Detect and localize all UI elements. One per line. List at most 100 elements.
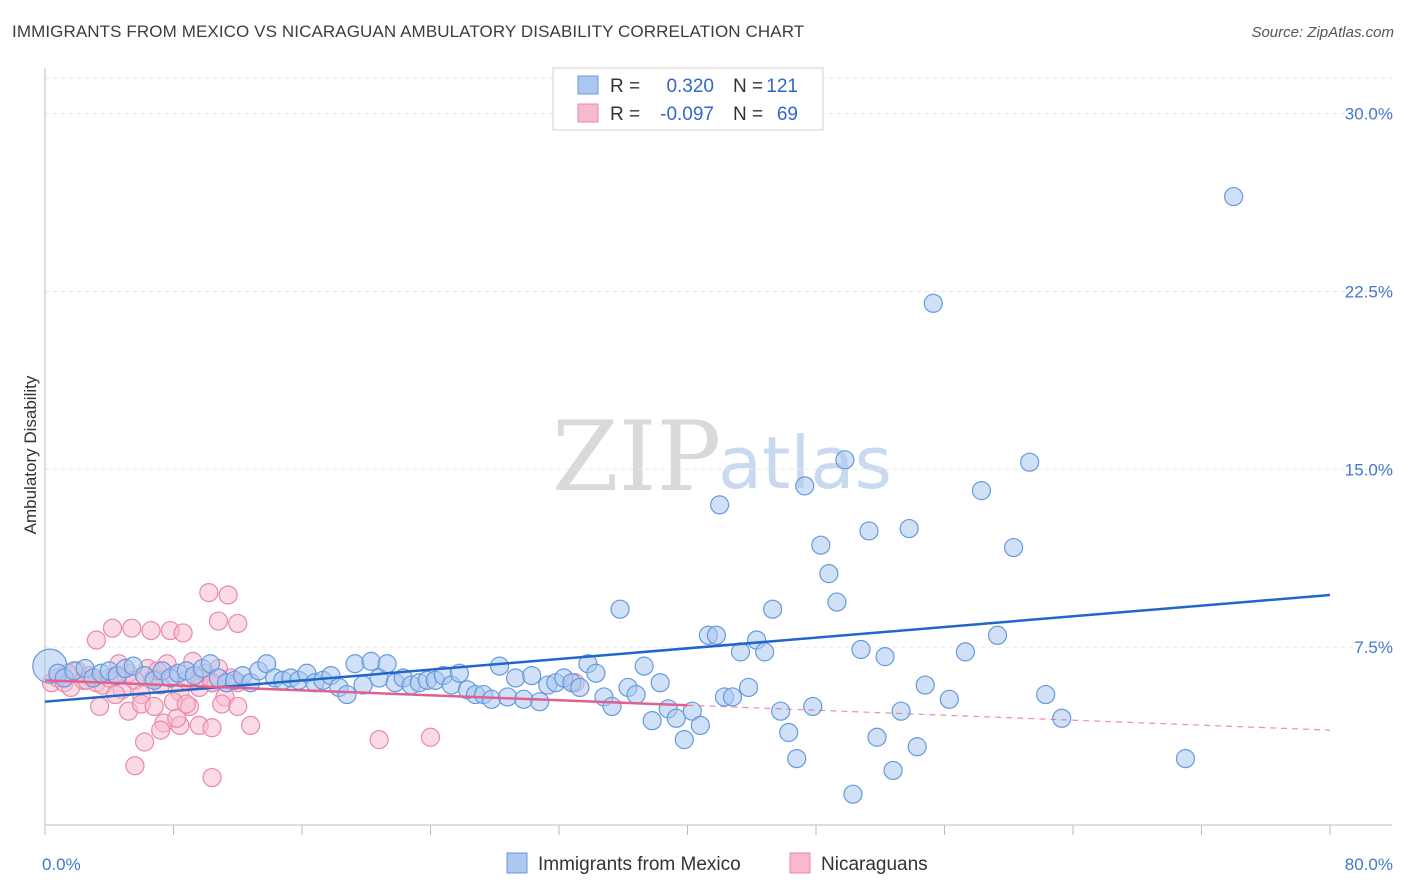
mexico-point-100: [851, 639, 871, 660]
mexico-point-72: [626, 684, 646, 705]
mexico-point-88: [754, 642, 775, 662]
bottom-legend-label-mexico: Immigrants from Mexico: [538, 854, 741, 875]
legend-n-label-1: N =: [733, 76, 763, 97]
mexico-point-86: [738, 677, 759, 698]
x-tick-label-end: 80.0%: [1345, 855, 1393, 874]
nicaraguan-point-37: [208, 611, 229, 631]
mexico-point-93: [795, 476, 815, 496]
mexico-point-99: [843, 784, 863, 804]
mexico-point-70: [610, 599, 630, 619]
series-legend: Immigrants from Mexico Nicaraguans: [506, 852, 928, 875]
mexico-point-114: [1003, 537, 1024, 558]
grid: [45, 77, 1392, 648]
y-axis-label: Ambulatory Disability: [21, 375, 40, 534]
mexico-point-98: [835, 450, 855, 470]
mexico-point-73: [634, 656, 654, 676]
mexico-point-91: [779, 722, 799, 743]
mexico-point-59: [522, 665, 542, 686]
nicaraguan-point-59: [176, 694, 196, 714]
nicaraguan-point-31: [102, 618, 123, 638]
mexico-point-107: [907, 737, 927, 757]
mexico-point-75: [650, 673, 670, 693]
nicaraguan-point-35: [173, 623, 193, 643]
trend-line-mexico: [44, 593, 1331, 703]
mexico-point-57: [506, 668, 526, 688]
bottom-legend-swatch-mexico: [506, 852, 528, 874]
nicaraguan-point-58: [167, 708, 187, 728]
mexico-point-90: [771, 701, 791, 721]
y-tick-label-0: 7.5%: [1354, 638, 1393, 657]
legend-swatch-nicaraguans: [577, 103, 599, 123]
mexico-point-108: [915, 675, 935, 695]
mexico-point-69: [602, 696, 622, 717]
mexico-point-67: [586, 663, 606, 683]
mexico-point-78: [674, 730, 694, 750]
legend-n-label-2: N =: [733, 104, 763, 125]
mexico-point-104: [883, 760, 903, 781]
nicaraguan-point-38: [218, 585, 238, 605]
mexico-point-113: [987, 625, 1008, 645]
nicaraguan-point-50: [202, 718, 222, 738]
mexico-point-116: [1036, 684, 1056, 705]
mexico-point-110: [939, 689, 959, 709]
mexico-point-117: [1052, 708, 1072, 728]
trend-line-extension-nicaraguans: [687, 704, 1331, 731]
mexico-point-41: [377, 654, 397, 674]
x-tick-label-start: 0.0%: [42, 855, 81, 874]
mexico-point-74: [642, 711, 662, 731]
nicaraguan-point-67: [420, 727, 441, 747]
y-tick-label-2: 22.5%: [1345, 282, 1393, 301]
mexico-point-106: [899, 518, 919, 539]
mexico-point-111: [955, 642, 975, 662]
nicaraguan-point-53: [241, 715, 261, 736]
mexico-point-105: [891, 701, 911, 721]
mexico-point-94: [803, 696, 823, 717]
mexico-point-65: [570, 677, 590, 698]
mexico-point-82: [706, 625, 727, 645]
watermark-zip: ZIP: [552, 401, 721, 513]
y-tick-labels: 7.5% 15.0% 22.5% 30.0%: [1345, 105, 1393, 658]
trend-lines: [44, 593, 1331, 731]
chart-title: IMMIGRANTS FROM MEXICO VS NICARAGUAN AMB…: [12, 22, 805, 41]
nicaraguan-point-51: [212, 694, 232, 714]
mexico-point-92: [787, 748, 807, 769]
y-tick-label-1: 15.0%: [1345, 460, 1393, 479]
bottom-legend-label-nicaraguans: Nicaraguans: [821, 854, 928, 875]
mexico-point-112: [971, 481, 992, 501]
nicaraguan-point-56: [134, 732, 155, 752]
stats-legend: R = 0.320 N = 121 R = -0.097 N = 69: [552, 67, 824, 131]
mexico-point-120: [710, 495, 730, 515]
mexico-point-60: [530, 692, 550, 712]
legend-r-label-2: R =: [610, 104, 640, 125]
mexico-point-77: [666, 708, 686, 728]
nicaraguan-point-39: [228, 613, 248, 634]
mexico-point-115: [1020, 452, 1040, 472]
mexico-point-118: [1175, 748, 1196, 769]
legend-n-value-1: 121: [766, 76, 798, 97]
nicaraguan-point-66: [369, 730, 389, 750]
mexico-point-119: [1224, 186, 1244, 207]
trend-line-nicaraguans: [44, 679, 688, 707]
watermark: ZIP atlas: [552, 401, 892, 513]
mexico-point-89: [763, 599, 783, 619]
mexico-point-54: [481, 689, 502, 709]
nicaraguan-point-57: [151, 720, 171, 740]
mexico-point-84: [722, 687, 743, 707]
mexico-point-97: [827, 592, 847, 612]
source-label: Source: ZipAtlas.com: [1251, 24, 1394, 41]
legend-r-label-1: R =: [610, 76, 640, 97]
nicaraguan-point-55: [202, 767, 222, 788]
mexico-point-36: [337, 684, 357, 705]
y-tick-label-3: 30.0%: [1345, 105, 1393, 124]
nicaraguan-point-52: [228, 696, 248, 717]
nicaraguan-point-54: [125, 756, 145, 776]
nicaraguan-point-30: [86, 630, 107, 650]
x-tick-labels: 0.0% 80.0%: [42, 855, 1393, 874]
mexico-point-96: [819, 564, 839, 584]
nicaraguan-point-32: [122, 618, 142, 638]
legend-swatch-mexico: [577, 75, 599, 95]
nicaraguan-point-33: [141, 620, 161, 641]
legend-n-value-2: 69: [777, 104, 798, 125]
mexico-point-103: [875, 647, 895, 667]
